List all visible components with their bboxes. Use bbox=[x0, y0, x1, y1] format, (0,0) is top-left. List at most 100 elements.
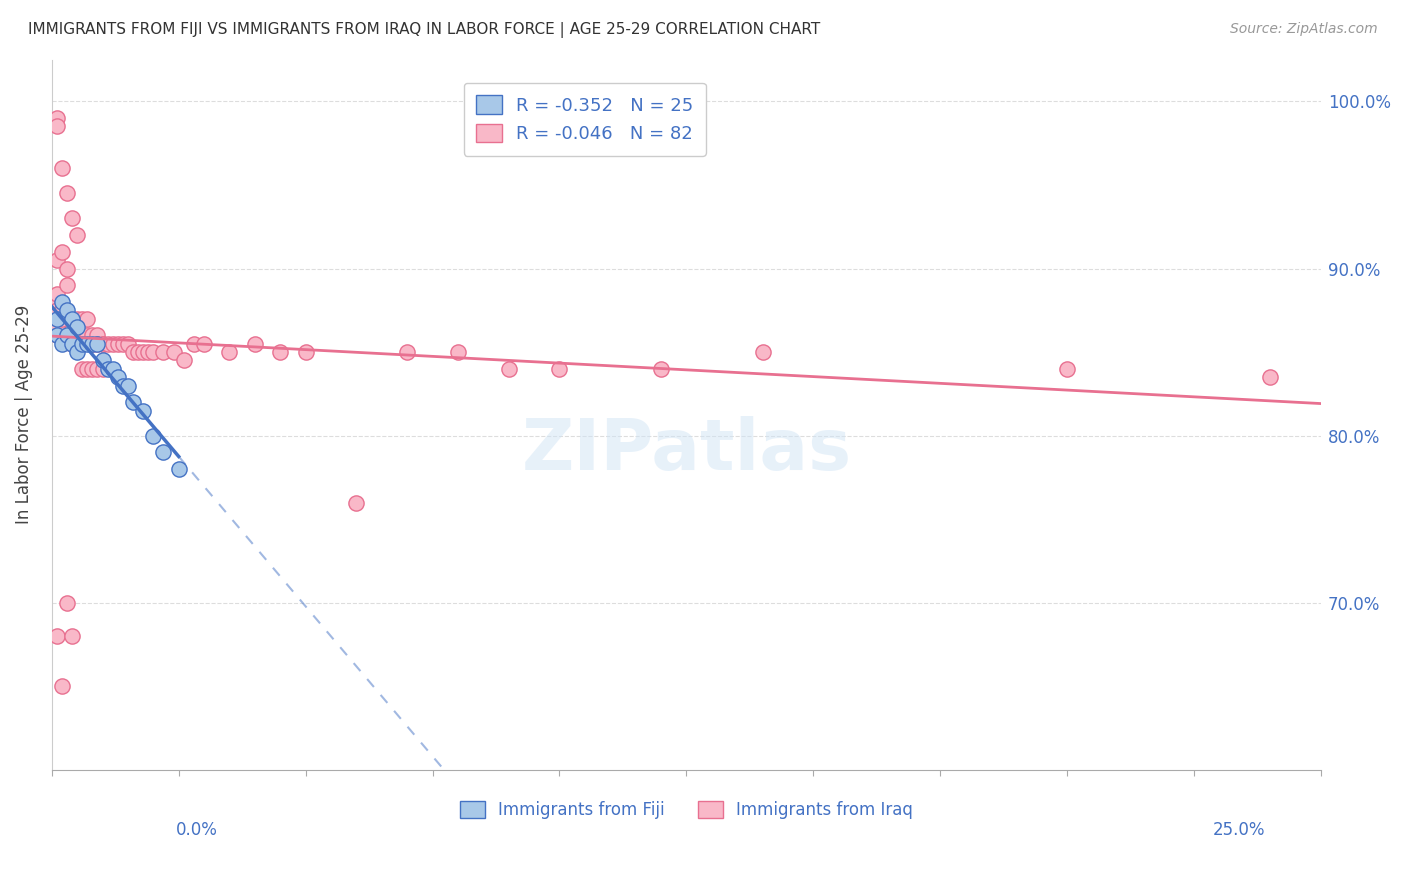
Point bbox=[51, 244, 73, 259]
Point bbox=[66, 345, 89, 359]
Point bbox=[101, 361, 124, 376]
Point bbox=[56, 328, 79, 343]
Point bbox=[51, 161, 73, 176]
Point bbox=[218, 345, 240, 359]
Point bbox=[60, 320, 83, 334]
Point bbox=[82, 328, 104, 343]
Point bbox=[45, 295, 67, 310]
Text: IMMIGRANTS FROM FIJI VS IMMIGRANTS FROM IRAQ IN LABOR FORCE | AGE 25-29 CORRELAT: IMMIGRANTS FROM FIJI VS IMMIGRANTS FROM … bbox=[28, 22, 820, 38]
Point bbox=[162, 345, 184, 359]
Point bbox=[60, 336, 83, 351]
Point bbox=[1258, 370, 1281, 384]
Legend: Immigrants from Fiji, Immigrants from Iraq: Immigrants from Fiji, Immigrants from Ir… bbox=[453, 794, 920, 826]
Point bbox=[111, 336, 134, 351]
Point bbox=[82, 336, 104, 351]
Point bbox=[56, 278, 79, 293]
Point bbox=[142, 345, 165, 359]
Point bbox=[51, 320, 73, 334]
Point bbox=[51, 303, 73, 318]
Point bbox=[243, 336, 266, 351]
Point bbox=[344, 495, 367, 509]
Point bbox=[152, 445, 174, 459]
Point bbox=[45, 286, 67, 301]
Point bbox=[91, 336, 114, 351]
Point bbox=[396, 345, 419, 359]
Point bbox=[70, 336, 93, 351]
Point bbox=[66, 228, 89, 243]
Point bbox=[60, 629, 83, 643]
Point bbox=[76, 336, 98, 351]
Point bbox=[97, 361, 120, 376]
Point bbox=[127, 345, 149, 359]
Point bbox=[45, 320, 67, 334]
Point bbox=[66, 336, 89, 351]
Point bbox=[66, 328, 89, 343]
Point bbox=[117, 378, 139, 392]
Text: Source: ZipAtlas.com: Source: ZipAtlas.com bbox=[1230, 22, 1378, 37]
Point bbox=[107, 370, 129, 384]
Point bbox=[152, 345, 174, 359]
Point bbox=[91, 361, 114, 376]
Point bbox=[56, 596, 79, 610]
Point bbox=[51, 311, 73, 326]
Point bbox=[56, 311, 79, 326]
Point bbox=[45, 311, 67, 326]
Point bbox=[91, 336, 114, 351]
Point bbox=[107, 336, 129, 351]
Text: 0.0%: 0.0% bbox=[176, 821, 218, 838]
Point bbox=[142, 428, 165, 442]
Point bbox=[86, 328, 108, 343]
Point bbox=[60, 311, 83, 326]
Point bbox=[45, 303, 67, 318]
Text: 25.0%: 25.0% bbox=[1213, 821, 1265, 838]
Point bbox=[51, 303, 73, 318]
Point bbox=[45, 328, 67, 343]
Point bbox=[82, 361, 104, 376]
Point bbox=[86, 336, 108, 351]
Point bbox=[76, 361, 98, 376]
Point bbox=[51, 295, 73, 310]
Point bbox=[650, 361, 672, 376]
Point bbox=[91, 353, 114, 368]
Point bbox=[82, 336, 104, 351]
Point bbox=[86, 361, 108, 376]
Point bbox=[70, 361, 93, 376]
Point bbox=[51, 311, 73, 326]
Point bbox=[56, 261, 79, 276]
Point bbox=[56, 186, 79, 201]
Point bbox=[70, 311, 93, 326]
Point bbox=[498, 361, 520, 376]
Point bbox=[56, 303, 79, 318]
Point bbox=[60, 311, 83, 326]
Point bbox=[132, 345, 155, 359]
Point bbox=[66, 311, 89, 326]
Point bbox=[1056, 361, 1078, 376]
Point bbox=[117, 336, 139, 351]
Point bbox=[548, 361, 571, 376]
Point bbox=[167, 462, 190, 476]
Point bbox=[447, 345, 470, 359]
Text: ZIPatlas: ZIPatlas bbox=[522, 416, 852, 485]
Point bbox=[51, 680, 73, 694]
Point bbox=[122, 395, 145, 409]
Point bbox=[66, 320, 89, 334]
Point bbox=[51, 336, 73, 351]
Point bbox=[60, 211, 83, 226]
Point bbox=[132, 403, 155, 417]
Point bbox=[45, 120, 67, 134]
Point bbox=[45, 111, 67, 125]
Point bbox=[76, 328, 98, 343]
Point bbox=[193, 336, 215, 351]
Point bbox=[56, 311, 79, 326]
Point bbox=[122, 345, 145, 359]
Point bbox=[45, 629, 67, 643]
Point bbox=[76, 311, 98, 326]
Point bbox=[269, 345, 291, 359]
Point bbox=[45, 253, 67, 268]
Point bbox=[86, 336, 108, 351]
Point bbox=[101, 336, 124, 351]
Point bbox=[70, 336, 93, 351]
Point bbox=[183, 336, 205, 351]
Y-axis label: In Labor Force | Age 25-29: In Labor Force | Age 25-29 bbox=[15, 305, 32, 524]
Point bbox=[294, 345, 316, 359]
